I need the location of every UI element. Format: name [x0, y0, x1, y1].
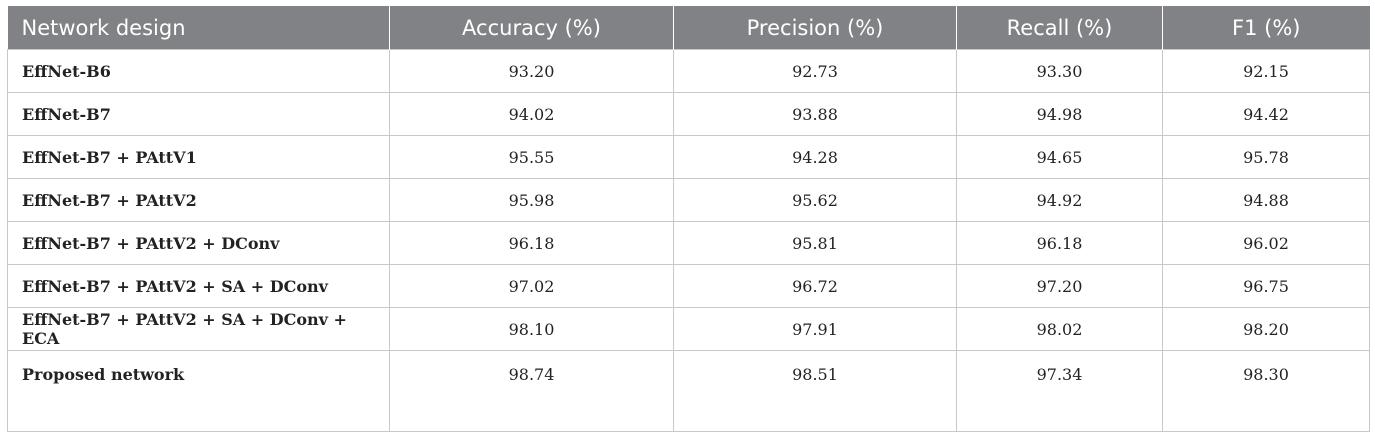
- cell-recall: 98.02: [956, 307, 1163, 351]
- table-row: EffNet-B7 + PAttV2 + DConv 96.18 95.81 9…: [7, 221, 1370, 265]
- cell-f1: 94.42: [1162, 92, 1370, 136]
- cell-network-design: EffNet-B7 + PAttV2: [7, 178, 390, 222]
- table-row: Proposed network 98.74 98.51 97.34 98.30: [7, 350, 1370, 432]
- cell-precision: 95.62: [673, 178, 957, 222]
- cell-f1: 96.02: [1162, 221, 1370, 265]
- cell-network-design: EffNet-B7 + PAttV2 + SA + DConv + ECA: [7, 307, 390, 351]
- table-row: EffNet-B7 + PAttV2 95.98 95.62 94.92 94.…: [7, 178, 1370, 222]
- table-row: EffNet-B7 94.02 93.88 94.98 94.42: [7, 92, 1370, 136]
- table-row: EffNet-B7 + PAttV2 + SA + DConv 97.02 96…: [7, 264, 1370, 308]
- cell-recall: 94.98: [956, 92, 1163, 136]
- cell-network-design: EffNet-B7 + PAttV2 + DConv: [7, 221, 390, 265]
- cell-recall: 94.92: [956, 178, 1163, 222]
- cell-f1: 94.88: [1162, 178, 1370, 222]
- cell-recall: 97.34: [956, 350, 1163, 432]
- table-body: EffNet-B6 93.20 92.73 93.30 92.15 EffNet…: [7, 49, 1370, 432]
- table-row: EffNet-B6 93.20 92.73 93.30 92.15: [7, 49, 1370, 93]
- header-row: Network design Accuracy (%) Precision (%…: [7, 6, 1370, 50]
- cell-f1: 92.15: [1162, 49, 1370, 93]
- header-accuracy: Accuracy (%): [389, 6, 674, 50]
- cell-recall: 97.20: [956, 264, 1163, 308]
- cell-accuracy: 98.10: [389, 307, 674, 351]
- results-table: Network design Accuracy (%) Precision (%…: [7, 6, 1370, 432]
- table-row: EffNet-B7 + PAttV1 95.55 94.28 94.65 95.…: [7, 135, 1370, 179]
- table-row: EffNet-B7 + PAttV2 + SA + DConv + ECA 98…: [7, 307, 1370, 351]
- cell-f1: 98.20: [1162, 307, 1370, 351]
- cell-accuracy: 95.55: [389, 135, 674, 179]
- cell-precision: 96.72: [673, 264, 957, 308]
- cell-accuracy: 98.74: [389, 350, 674, 432]
- cell-f1: 98.30: [1162, 350, 1370, 432]
- header-network-design: Network design: [7, 6, 390, 50]
- cell-network-design: EffNet-B7: [7, 92, 390, 136]
- cell-recall: 94.65: [956, 135, 1163, 179]
- cell-accuracy: 95.98: [389, 178, 674, 222]
- cell-network-design: Proposed network: [7, 350, 390, 432]
- header-recall: Recall (%): [956, 6, 1163, 50]
- cell-precision: 92.73: [673, 49, 957, 93]
- cell-accuracy: 93.20: [389, 49, 674, 93]
- cell-network-design: EffNet-B7 + PAttV1: [7, 135, 390, 179]
- cell-accuracy: 94.02: [389, 92, 674, 136]
- cell-precision: 97.91: [673, 307, 957, 351]
- cell-precision: 93.88: [673, 92, 957, 136]
- cell-accuracy: 96.18: [389, 221, 674, 265]
- cell-accuracy: 97.02: [389, 264, 674, 308]
- header-f1: F1 (%): [1162, 6, 1370, 50]
- cell-f1: 96.75: [1162, 264, 1370, 308]
- cell-network-design: EffNet-B7 + PAttV2 + SA + DConv: [7, 264, 390, 308]
- cell-precision: 98.51: [673, 350, 957, 432]
- cell-recall: 96.18: [956, 221, 1163, 265]
- cell-network-design: EffNet-B6: [7, 49, 390, 93]
- header-precision: Precision (%): [673, 6, 957, 50]
- cell-f1: 95.78: [1162, 135, 1370, 179]
- table-header: Network design Accuracy (%) Precision (%…: [7, 6, 1370, 50]
- cell-precision: 95.81: [673, 221, 957, 265]
- cell-precision: 94.28: [673, 135, 957, 179]
- cell-recall: 93.30: [956, 49, 1163, 93]
